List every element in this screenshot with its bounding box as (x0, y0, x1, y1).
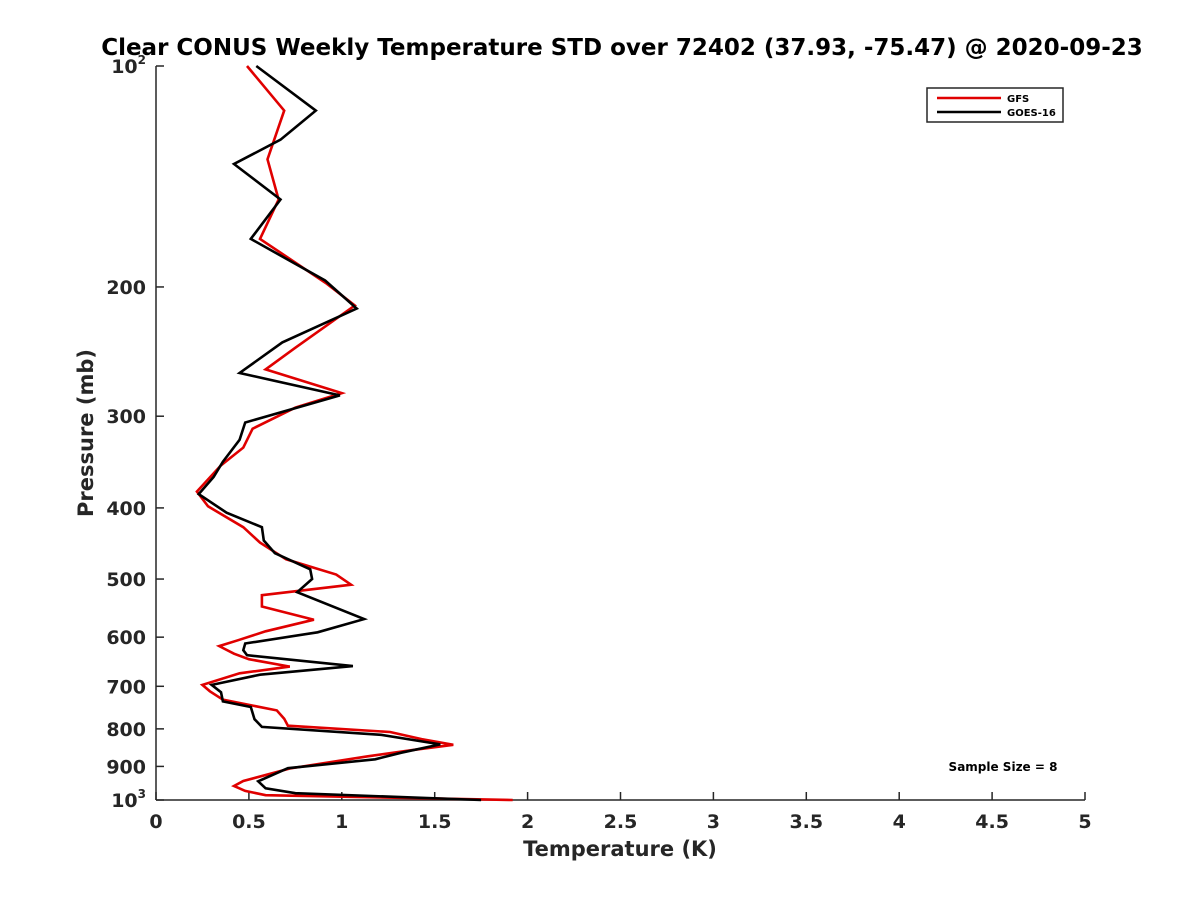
y-tick-label: 300 (106, 406, 146, 428)
x-tick-label: 3 (707, 811, 720, 833)
x-tick-label: 0 (149, 811, 162, 833)
legend-label: GOES-16 (1007, 108, 1056, 119)
chart-title: Clear CONUS Weekly Temperature STD over … (101, 35, 1143, 61)
y-tick-label: 900 (106, 756, 146, 778)
y-axis: 102 200 300 400 500 600 700 800 900 103 (106, 53, 164, 812)
legend: GFS GOES-16 (926, 87, 1064, 123)
sample-size-annotation: Sample Size = 8 (949, 760, 1058, 774)
plot-frame (155, 66, 1085, 801)
legend-label: GFS (1007, 94, 1029, 105)
series-line-gfs (195, 65, 513, 802)
x-tick-label: 2.5 (604, 811, 638, 833)
x-tick-label: 1 (335, 811, 348, 833)
y-tick-label: 500 (106, 569, 146, 591)
y-axis-label: Pressure (mb) (74, 349, 98, 517)
y-tick-label: 600 (106, 627, 146, 649)
y-tick-label: 103 (111, 787, 146, 812)
y-tick-label: 700 (106, 676, 146, 698)
y-tick-label: 800 (106, 719, 146, 741)
x-tick-label: 5 (1078, 811, 1091, 833)
x-tick-label: 0.5 (232, 811, 266, 833)
x-tick-label: 2 (521, 811, 534, 833)
x-tick-label: 4.5 (975, 811, 1009, 833)
series-lines (195, 64, 513, 802)
y-tick-label: 400 (106, 498, 146, 520)
y-tick-label: 102 (111, 53, 146, 78)
x-axis-label: Temperature (K) (523, 837, 717, 861)
legend-box (926, 87, 1064, 123)
x-tick-label: 4 (893, 811, 906, 833)
series-line-goes-16 (196, 64, 482, 802)
y-tick-label: 200 (106, 277, 146, 299)
x-tick-label: 3.5 (789, 811, 823, 833)
x-axis: 0 0.5 1 1.5 2 2.5 3 3.5 4 4.5 5 (149, 792, 1092, 833)
x-tick-label: 1.5 (418, 811, 452, 833)
